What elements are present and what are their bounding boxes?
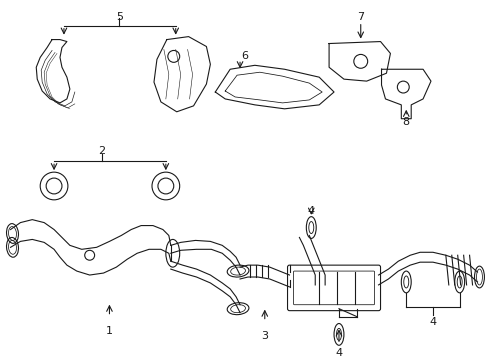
Text: 8: 8 xyxy=(402,117,409,127)
Text: 5: 5 xyxy=(116,12,122,22)
Text: 7: 7 xyxy=(356,12,364,22)
Text: 4: 4 xyxy=(428,316,436,327)
Text: 2: 2 xyxy=(98,147,105,157)
Text: 1: 1 xyxy=(106,327,113,337)
Text: 4: 4 xyxy=(335,348,342,358)
Text: 4: 4 xyxy=(307,206,314,216)
Text: 6: 6 xyxy=(241,51,248,62)
Text: 3: 3 xyxy=(261,332,268,341)
